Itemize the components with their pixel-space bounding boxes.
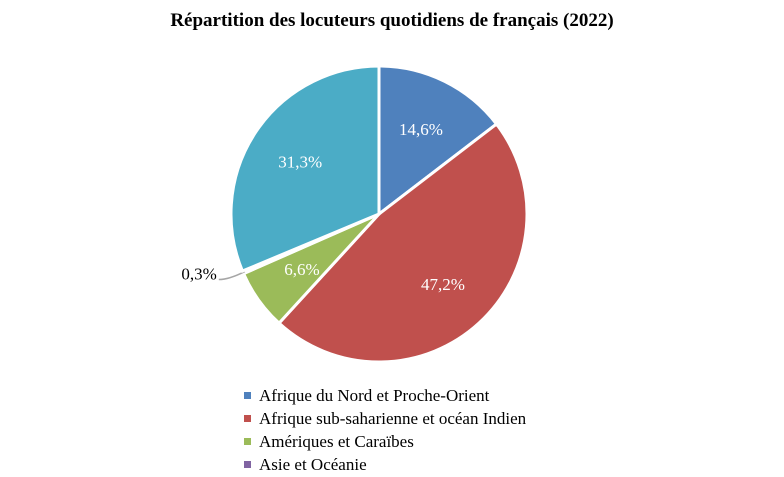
pie-slice-0	[377, 64, 499, 218]
legend-item-1: Afrique sub-saharienne et océan Indien	[244, 407, 526, 430]
slice-label-3: 0,3%	[181, 265, 216, 284]
slice-label-2: 6,6%	[284, 260, 319, 279]
legend-label-1: Afrique sub-saharienne et océan Indien	[259, 408, 527, 428]
legend-swatch-0	[244, 392, 251, 399]
slice-label-4: 31,3%	[278, 153, 322, 172]
legend-swatch-2	[244, 438, 251, 445]
legend-label-2: Amériques et Caraïbes	[259, 431, 414, 451]
legend-item-0: Afrique du Nord et Proche-Orient	[244, 384, 526, 407]
legend: Afrique du Nord et Proche-Orient Afrique …	[244, 384, 526, 476]
chart-title: Répartition des locuteurs quotidiens de …	[170, 10, 614, 31]
legend-label-3: Asie et Océanie	[259, 454, 367, 474]
slice-label-0: 14,6%	[399, 120, 443, 139]
leader-line-3	[218, 270, 246, 281]
legend-swatch-1	[244, 415, 251, 422]
slice-label-1: 47,2%	[421, 275, 465, 294]
legend-item-2: Amériques et Caraïbes	[244, 430, 526, 453]
legend-item-3: Asie et Océanie	[244, 453, 526, 476]
legend-swatch-3	[244, 461, 251, 468]
pie-slice-1	[276, 121, 529, 364]
pie-slice-4	[229, 64, 381, 274]
legend-label-0: Afrique du Nord et Proche-Orient	[259, 385, 490, 405]
